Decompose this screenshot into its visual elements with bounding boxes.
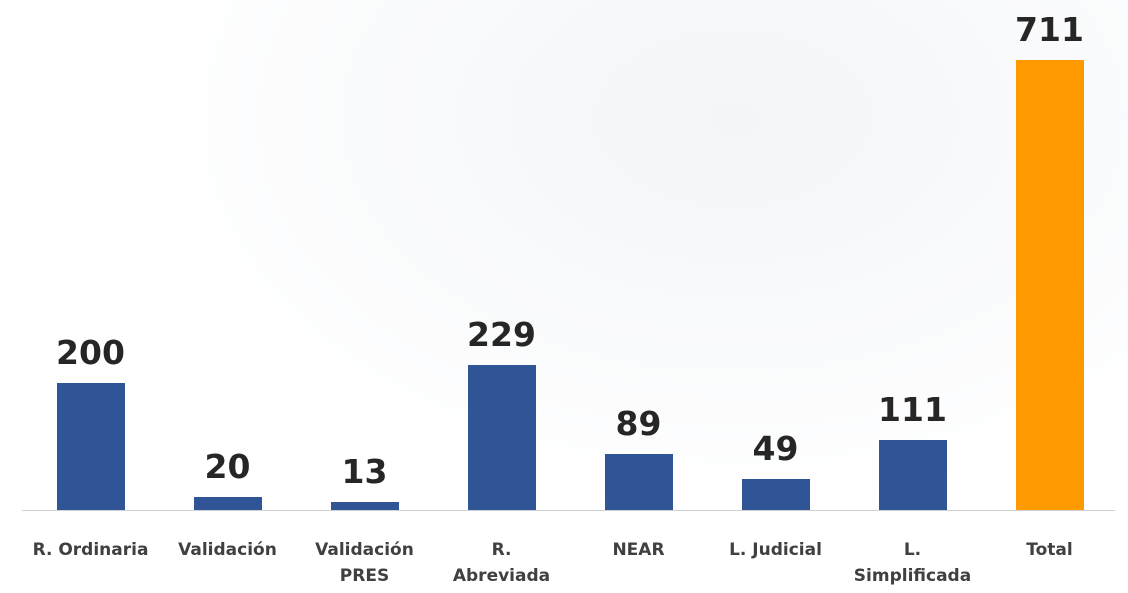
x-tick-label: Validación: [178, 540, 277, 560]
x-tick-label: NEAR: [612, 540, 665, 560]
bar: [604, 453, 673, 510]
bar: [878, 439, 947, 510]
bar: [193, 497, 262, 510]
x-tick-label: L. Judicial: [729, 540, 822, 560]
x-tick-label: R. Ordinaria: [32, 540, 149, 560]
bar: [330, 501, 399, 510]
x-tick-label: Validación PRES: [315, 540, 414, 586]
data-label: 711: [1015, 10, 1084, 49]
data-label: 13: [341, 451, 388, 491]
bar: [56, 383, 125, 510]
x-tick-label: L. Simplificada: [853, 540, 972, 586]
data-label: 49: [752, 428, 799, 468]
bar: [467, 365, 536, 510]
data-label: 89: [615, 403, 662, 443]
x-axis-line: [22, 510, 1115, 511]
bar: [1015, 60, 1084, 510]
data-label: 200: [56, 333, 125, 373]
x-tick-label: Total: [1026, 540, 1073, 560]
data-label: 20: [204, 447, 251, 487]
x-tick-label: R. Abreviada: [452, 540, 551, 586]
data-label: 229: [467, 315, 536, 355]
data-label: 111: [878, 389, 947, 429]
bar: [741, 478, 810, 510]
